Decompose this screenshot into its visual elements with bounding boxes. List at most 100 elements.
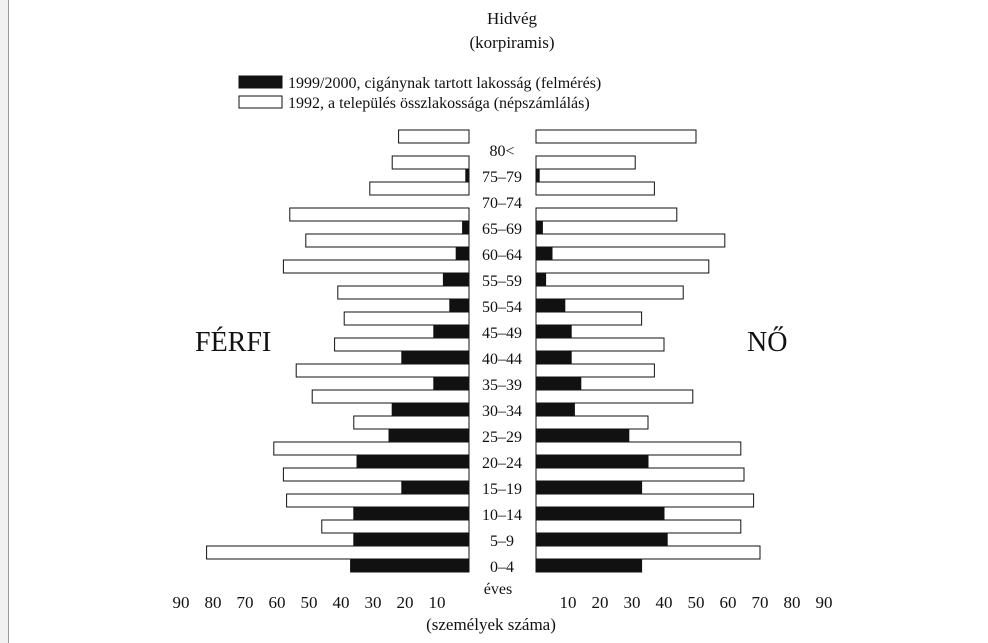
bar-census-male-16 <box>206 545 470 560</box>
bar-census-male-11 <box>353 415 470 430</box>
bar-survey-female-14 <box>535 506 665 521</box>
bar-census-male-2 <box>369 181 470 196</box>
bar-census-female-10 <box>535 389 694 404</box>
x-tick-label-1: 80 <box>205 593 222 612</box>
age-group-label-6: 50–54 <box>482 299 522 316</box>
bar-census-female-9 <box>535 363 655 378</box>
bar-census-female-16 <box>535 545 761 560</box>
bar-census-male-10 <box>311 389 470 404</box>
y-axis-unit-label: éves <box>484 581 512 598</box>
age-group-label-5: 55–59 <box>482 273 522 290</box>
age-group-label-1: 75–79 <box>482 169 522 186</box>
bar-census-female-2 <box>535 181 655 196</box>
bar-survey-male-13 <box>401 480 470 495</box>
bar-census-male-0 <box>398 129 470 144</box>
bar-census-female-3 <box>535 207 678 222</box>
bar-survey-male-3 <box>462 220 470 235</box>
bar-survey-male-15 <box>353 532 470 547</box>
chart-frame: Hidvég (korpiramis) 1999/2000, cigánynak… <box>8 0 988 643</box>
age-group-label-11: 25–29 <box>482 429 522 446</box>
age-group-label-12: 20–24 <box>482 455 522 472</box>
x-tick-label-15: 70 <box>752 593 769 612</box>
x-tick-label-0: 90 <box>173 593 190 612</box>
x-tick-label-2: 70 <box>237 593 254 612</box>
bar-census-male-9 <box>295 363 470 378</box>
bar-survey-female-13 <box>535 480 643 495</box>
x-tick-label-7: 20 <box>397 593 414 612</box>
bar-survey-female-10 <box>535 402 575 417</box>
bar-census-female-8 <box>535 337 665 352</box>
bar-census-female-4 <box>535 233 726 248</box>
x-tick-label-4: 50 <box>301 593 318 612</box>
x-axis-label: (személyek száma) <box>426 615 556 634</box>
bar-census-female-12 <box>535 441 742 456</box>
age-group-label-10: 30–34 <box>482 403 522 420</box>
bar-survey-male-10 <box>391 402 470 417</box>
x-tick-label-17: 90 <box>816 593 833 612</box>
bar-census-female-7 <box>535 311 643 326</box>
bar-survey-female-7 <box>535 324 572 339</box>
bar-survey-female-8 <box>535 350 572 365</box>
bar-census-female-6 <box>535 285 684 300</box>
age-group-label-2: 70–74 <box>482 195 522 212</box>
bar-census-male-13 <box>282 467 470 482</box>
bar-census-male-4 <box>305 233 470 248</box>
bar-census-female-11 <box>535 415 649 430</box>
bar-census-female-15 <box>535 519 742 534</box>
bar-census-male-6 <box>337 285 470 300</box>
bar-survey-male-6 <box>449 298 470 313</box>
bar-census-female-13 <box>535 467 745 482</box>
age-group-label-3: 65–69 <box>482 221 522 238</box>
bar-census-female-0 <box>535 129 697 144</box>
bar-survey-female-9 <box>535 376 582 391</box>
bar-census-male-5 <box>282 259 470 274</box>
age-group-label-14: 10–14 <box>482 507 522 524</box>
x-tick-label-13: 50 <box>688 593 705 612</box>
bar-survey-male-12 <box>356 454 470 469</box>
bar-census-male-15 <box>321 519 470 534</box>
x-tick-label-14: 60 <box>720 593 737 612</box>
bar-survey-female-16 <box>535 558 643 573</box>
x-tick-label-12: 40 <box>656 593 673 612</box>
age-group-label-8: 40–44 <box>482 351 522 368</box>
chart-title: Hidvég <box>487 9 538 28</box>
age-group-label-4: 60–64 <box>482 247 522 264</box>
bar-survey-male-8 <box>401 350 470 365</box>
right-side-label: NŐ <box>747 327 787 358</box>
x-tick-label-10: 20 <box>592 593 609 612</box>
bar-survey-male-9 <box>433 376 470 391</box>
bar-survey-female-15 <box>535 532 668 547</box>
bar-survey-female-11 <box>535 428 630 443</box>
legend-label-census: 1992, a település összlakossága (népszám… <box>288 95 590 112</box>
bar-census-female-1 <box>535 155 636 170</box>
age-group-label-15: 5–9 <box>490 533 514 550</box>
x-tick-label-9: 10 <box>560 593 577 612</box>
bar-census-male-8 <box>334 337 470 352</box>
bar-survey-female-6 <box>535 298 566 313</box>
bar-survey-male-7 <box>433 324 470 339</box>
bar-survey-female-12 <box>535 454 649 469</box>
x-tick-label-16: 80 <box>784 593 801 612</box>
x-tick-label-6: 30 <box>365 593 382 612</box>
x-tick-label-3: 60 <box>269 593 286 612</box>
legend-swatch-census <box>238 95 283 109</box>
bar-survey-female-4 <box>535 246 553 261</box>
age-group-label-16: 0–4 <box>490 559 514 576</box>
bar-census-male-7 <box>343 311 470 326</box>
bar-census-male-3 <box>289 207 470 222</box>
bar-census-male-12 <box>273 441 470 456</box>
age-group-label-0: 80< <box>489 143 514 160</box>
bar-survey-male-16 <box>350 558 470 573</box>
bar-survey-female-5 <box>535 272 547 287</box>
x-tick-label-5: 40 <box>333 593 350 612</box>
bar-survey-male-5 <box>442 272 470 287</box>
bar-survey-female-1 <box>535 168 540 183</box>
x-tick-label-8: 10 <box>429 593 446 612</box>
bar-census-female-5 <box>535 259 710 274</box>
legend-swatch-survey <box>238 75 283 89</box>
bar-survey-male-11 <box>388 428 470 443</box>
population-pyramid-chart: Hidvég (korpiramis) 1999/2000, cigánynak… <box>173 9 833 634</box>
bar-census-female-14 <box>535 493 755 508</box>
bar-survey-male-1 <box>465 168 470 183</box>
bar-survey-female-3 <box>535 220 543 235</box>
